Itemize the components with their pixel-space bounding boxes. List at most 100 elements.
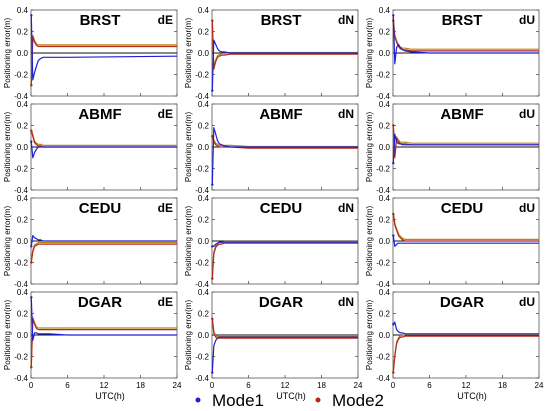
component-label: dU [519,201,535,215]
x-axis-label: UTC(h) [276,391,306,401]
y-tick-label: -0.2 [14,259,28,268]
mode1-line-start-point [30,245,33,248]
y-tick-label: -0.2 [14,353,28,362]
mode2-line-start-point [30,129,33,133]
mode1-line [30,15,178,81]
mode1-line [212,241,358,247]
mode1-line [30,235,177,247]
panel-dgar-dn: 0.4 0.2 0.0 -0.2 -0.40 6 12 18 24 DGAR dN Positioni… [184,288,363,390]
y-tick-label: 0.2 [379,122,391,131]
mode1-line-start-point [392,161,395,165]
y-tick-label: -0.4 [195,374,209,383]
y-axis-label: Positioning error(m) [365,18,374,89]
y-tick-label: 0.0 [198,49,210,58]
panel-cedu-du: 0.4 0.2 0.0 -0.2 -0.4 CEDU dU Positioning error… [365,194,540,289]
y-tick-label: -0.2 [195,353,209,362]
y-tick-label: -0.4 [195,280,209,289]
station-label: CEDU [260,200,303,217]
y-tick-label: 0.4 [198,100,210,109]
y-axis-label: Positioning error(m) [3,18,12,89]
mode2-line-start-point [392,124,395,127]
mode1-line-start-point [30,14,33,17]
y-axis-label: Positioning error(m) [365,112,374,183]
panel-cedu-dn: 0.4 0.2 0.0 -0.2 -0.4 CEDU dN Positioning error… [184,194,359,289]
station-label: DGAR [78,294,122,311]
mode1-line [392,133,539,164]
station-label: DGAR [440,294,484,311]
mode2-line-start-point [211,135,214,138]
panel-abmf-de: 0.4 0.2 0.0 -0.2 -0.4 ABMF dE Positioning error… [3,100,178,195]
y-tick-label: 0.2 [17,216,29,225]
mode1-line-start-point [211,183,214,186]
component-label: dU [519,107,535,121]
x-tick-label: 18 [136,381,145,390]
mode2-secondary-line [211,134,358,148]
mode1-line-start-point [392,323,395,326]
mode1-line [211,127,358,185]
panel-brst-de: 0.4 0.2 0.0 -0.2 -0.4 BRST dE Positioning error… [3,6,178,101]
station-label: DGAR [259,294,303,311]
component-label: dN [338,295,354,309]
x-tick-label: 12 [462,381,471,390]
panel-abmf-du: 0.4 0.2 0.0 -0.2 -0.4 ABMF dU Positioning error… [365,100,540,195]
y-axis-label: Positioning error(m) [3,206,12,277]
mode1-line-start-point [30,296,33,299]
y-tick-label: -0.4 [14,92,28,101]
y-tick-label: 0.2 [17,310,29,319]
mode1-line-start-point [392,234,395,237]
mode1-line [392,235,539,247]
y-tick-label: 0.4 [17,6,29,15]
y-axis-label: Positioning error(m) [184,112,193,183]
y-tick-label: 0.2 [17,122,29,131]
y-tick-label: 0.4 [379,288,391,297]
y-tick-label: -0.2 [14,71,28,80]
y-tick-label: 0.2 [198,216,210,225]
y-tick-label: 0.2 [379,28,391,37]
legend-label-mode2: Mode2 [332,391,384,410]
y-tick-label: 0.2 [379,310,391,319]
y-tick-label: -0.4 [14,186,28,195]
y-tick-label: 0.4 [17,100,29,109]
station-label: CEDU [441,200,484,217]
station-label: ABMF [440,106,483,123]
station-label: ABMF [78,106,121,123]
mode2-line-start-point [211,317,214,321]
mode2-line-start-point [211,277,214,280]
mode1-line [392,321,539,335]
y-axis-label: Positioning error(m) [184,300,193,371]
x-tick-label: 6 [246,381,251,390]
panel-cedu-de: 0.4 0.2 0.0 -0.2 -0.4 CEDU dE Positioning error… [3,194,178,289]
y-tick-label: 0.0 [379,49,391,58]
mode2-line [30,36,177,86]
mode1-line-start-point [211,371,214,374]
y-axis-label: Positioning error(m) [184,206,193,277]
y-tick-label: -0.4 [376,186,390,195]
x-tick-label: 0 [391,381,396,390]
y-tick-label: 0.2 [379,216,391,225]
y-tick-label: -0.4 [376,280,390,289]
mode1-line [30,297,177,341]
x-tick-label: 12 [281,381,290,390]
mode1-line [211,39,358,91]
y-tick-label: 0.4 [17,288,29,297]
y-tick-label: 0.2 [198,310,210,319]
y-axis-label: Positioning error(m) [3,112,12,183]
y-tick-label: 0.4 [379,100,391,109]
x-tick-label: 6 [427,381,432,390]
component-label: dE [158,13,173,27]
component-label: dE [158,201,173,215]
mode2-line [30,243,177,263]
y-tick-label: -0.2 [195,165,209,174]
panel-abmf-dn: 0.4 0.2 0.0 -0.2 -0.4 ABMF dN Positioning error… [184,100,359,195]
component-label: dN [338,201,354,215]
x-tick-label: 18 [498,381,507,390]
station-label: BRST [261,12,302,29]
x-axis-label: UTC(h) [457,391,487,401]
mode2-line [211,318,358,339]
y-axis-label: Positioning error(m) [3,300,12,371]
mode2-line-start-point [30,84,33,87]
y-axis-label: Positioning error(m) [365,206,374,277]
y-tick-label: -0.2 [376,71,390,80]
y-tick-label: 0.4 [379,6,391,15]
